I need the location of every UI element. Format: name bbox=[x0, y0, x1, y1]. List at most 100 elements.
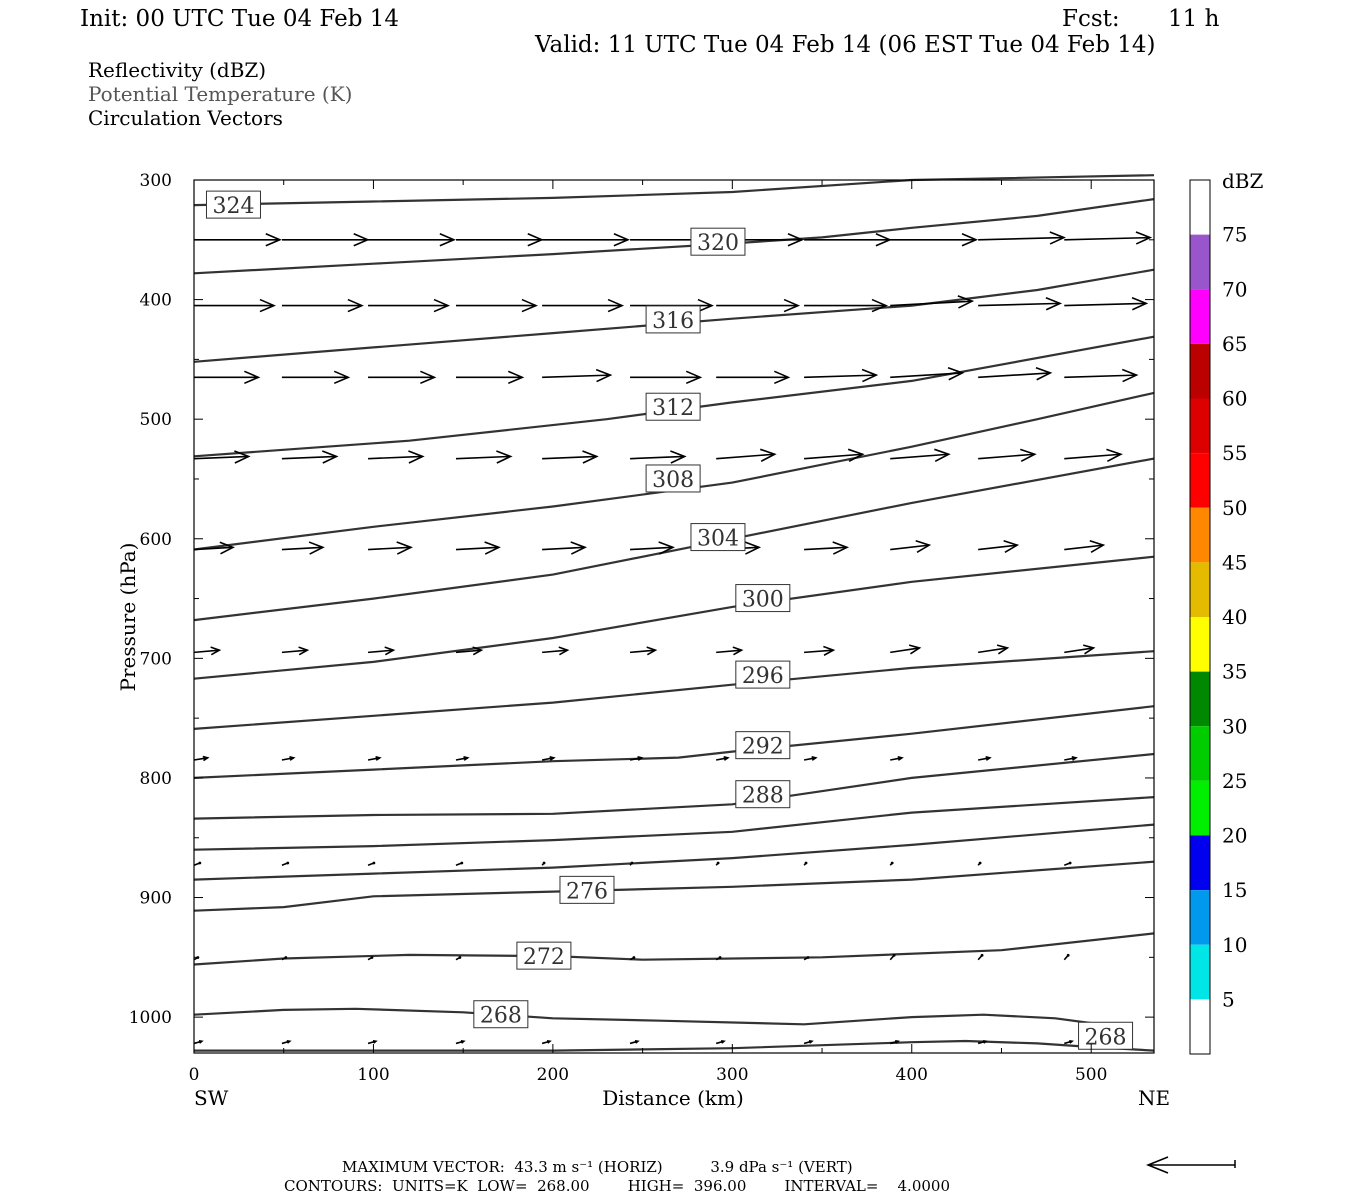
vector-r4-c7 bbox=[804, 541, 850, 555]
vector-r6-c0 bbox=[193, 755, 210, 762]
vector-r1-c0 bbox=[194, 298, 276, 313]
colorbar-swatch bbox=[1190, 944, 1210, 1000]
contour-label-308-4: 308 bbox=[645, 464, 701, 493]
vector-r7-c5 bbox=[629, 861, 634, 866]
vector-r9-c6 bbox=[715, 1040, 726, 1045]
x-tick-label: 0 bbox=[189, 1065, 200, 1085]
contour-note: CONTOURS: UNITS=K LOW= 268.00 HIGH= 396.… bbox=[284, 1177, 950, 1195]
y-tick-label: 1000 bbox=[129, 1008, 172, 1028]
vector-r5-c9 bbox=[978, 644, 1010, 655]
vector-r2-c2 bbox=[368, 370, 437, 385]
vector-r7-c4 bbox=[541, 861, 546, 866]
vector-r1-c7 bbox=[804, 298, 889, 313]
y-tick-label: 900 bbox=[140, 889, 172, 909]
vector-r1-c4 bbox=[542, 298, 625, 313]
vector-r5-c6 bbox=[716, 646, 744, 656]
vector-r1-c3 bbox=[455, 298, 538, 313]
vector-r2-c7 bbox=[804, 368, 879, 383]
vector-r6-c9 bbox=[978, 756, 992, 761]
contour-label-text: 288 bbox=[742, 784, 784, 809]
contour-308-4 bbox=[193, 391, 1155, 551]
vector-r4-c0 bbox=[193, 541, 235, 555]
vector-r5-c0 bbox=[193, 646, 222, 656]
vector-r3-c9 bbox=[978, 448, 1037, 463]
forecast-label: Fcst: bbox=[1062, 6, 1120, 32]
vector-r3-c2 bbox=[368, 450, 425, 464]
vector-r7-c9 bbox=[977, 861, 982, 866]
vector-r5-c3 bbox=[455, 646, 484, 656]
colorbar-swatch bbox=[1190, 999, 1210, 1054]
max-vector-note: MAXIMUM VECTOR: 43.3 m s⁻¹ (HORIZ) 3.9 d… bbox=[342, 1158, 853, 1176]
contour-label-300-6: 300 bbox=[735, 584, 791, 613]
vector-r0-c2 bbox=[368, 233, 456, 247]
colorbar-swatch bbox=[1190, 398, 1210, 454]
vector-r7-c1 bbox=[281, 861, 290, 866]
x-axis-label: Distance (km) bbox=[602, 1086, 744, 1110]
reference-vector-arrow bbox=[1145, 1156, 1236, 1174]
vector-r5-c5 bbox=[629, 646, 658, 656]
colorbar-swatch bbox=[1190, 617, 1210, 672]
vector-r0-c1 bbox=[281, 233, 370, 247]
vector-r9-c2 bbox=[367, 1040, 378, 1045]
vector-r9-c0 bbox=[193, 1040, 204, 1045]
colorbar-title: dBZ bbox=[1222, 169, 1264, 193]
vector-r4-c9 bbox=[978, 540, 1020, 554]
contour-label-296-7: 296 bbox=[735, 660, 791, 689]
contour-272-13 bbox=[193, 932, 1155, 966]
vector-r3-c0 bbox=[193, 450, 251, 464]
x-right-label: NE bbox=[1138, 1086, 1170, 1110]
x-tick-label: 400 bbox=[896, 1065, 928, 1085]
vector-r6-c10 bbox=[1064, 756, 1078, 761]
vector-r0-c3 bbox=[455, 233, 544, 247]
field-potential-temperature: Potential Temperature (K) bbox=[88, 82, 352, 106]
colorbar-swatch bbox=[1190, 562, 1210, 617]
colorbar-level-label: 55 bbox=[1222, 441, 1247, 465]
axis-ticks: 300 400 500 600 700 800 900 1000 0 100 200 300 400 50… bbox=[129, 171, 1154, 1085]
contour-284-10 bbox=[193, 796, 1155, 851]
vector-r6-c8 bbox=[890, 756, 904, 761]
vector-r2-c9 bbox=[978, 367, 1053, 381]
y-tick-label: 800 bbox=[140, 769, 172, 789]
vector-r7-c3 bbox=[455, 861, 464, 866]
contour-label-316-2: 316 bbox=[645, 305, 701, 334]
contour-300-6 bbox=[193, 555, 1155, 680]
vector-r0-c8 bbox=[890, 233, 979, 247]
colorbar-swatch bbox=[1190, 289, 1210, 344]
colorbar-level-label: 15 bbox=[1222, 878, 1247, 902]
vector-r7-c0 bbox=[193, 861, 202, 866]
vector-r9-c4 bbox=[541, 1040, 552, 1045]
vector-r4-c4 bbox=[542, 541, 588, 555]
vector-r3-c6 bbox=[716, 448, 777, 462]
contour-label-268-14: 268 bbox=[473, 1000, 529, 1029]
contour-320-1 bbox=[193, 198, 1155, 275]
colorbar-level-label: 20 bbox=[1222, 824, 1247, 848]
contour-316-2 bbox=[193, 268, 1155, 363]
vector-r4-c10 bbox=[1064, 540, 1106, 554]
vector-r9-c9 bbox=[977, 1040, 988, 1045]
contour-label-text: 320 bbox=[697, 231, 739, 256]
vector-r4-c1 bbox=[281, 541, 325, 555]
vector-r6-c5 bbox=[629, 756, 644, 761]
x-tick-label: 100 bbox=[357, 1065, 389, 1085]
vector-r0-c10 bbox=[1064, 231, 1153, 245]
vector-r8-c8 bbox=[889, 953, 896, 961]
contour-label-text: 308 bbox=[652, 468, 694, 493]
contour-label-text: 324 bbox=[212, 194, 254, 219]
contour-label-304-5: 304 bbox=[690, 523, 746, 552]
vector-r7-c7 bbox=[803, 861, 808, 866]
colorbar-swatch bbox=[1190, 343, 1210, 399]
vector-r4-c5 bbox=[629, 541, 675, 555]
colorbar-level-label: 50 bbox=[1222, 496, 1247, 520]
valid-time: Valid: 11 UTC Tue 04 Feb 14 (06 EST Tue … bbox=[534, 32, 1155, 58]
contour-label-312-3: 312 bbox=[645, 392, 701, 421]
vector-r8-c10 bbox=[1063, 953, 1070, 961]
plot-border bbox=[193, 179, 1155, 1054]
vector-r5-c4 bbox=[542, 646, 570, 656]
colorbar: dBZ 5 10 15 20 25 30 35 40 45 50 55 60 65 70 75 bbox=[1189, 169, 1264, 1055]
vector-r7-c6 bbox=[715, 861, 720, 866]
vector-r8-c6 bbox=[715, 956, 722, 961]
contour-label-text: 276 bbox=[566, 879, 608, 904]
vector-r1-c8 bbox=[890, 295, 975, 309]
colorbar-border bbox=[1189, 179, 1211, 1055]
